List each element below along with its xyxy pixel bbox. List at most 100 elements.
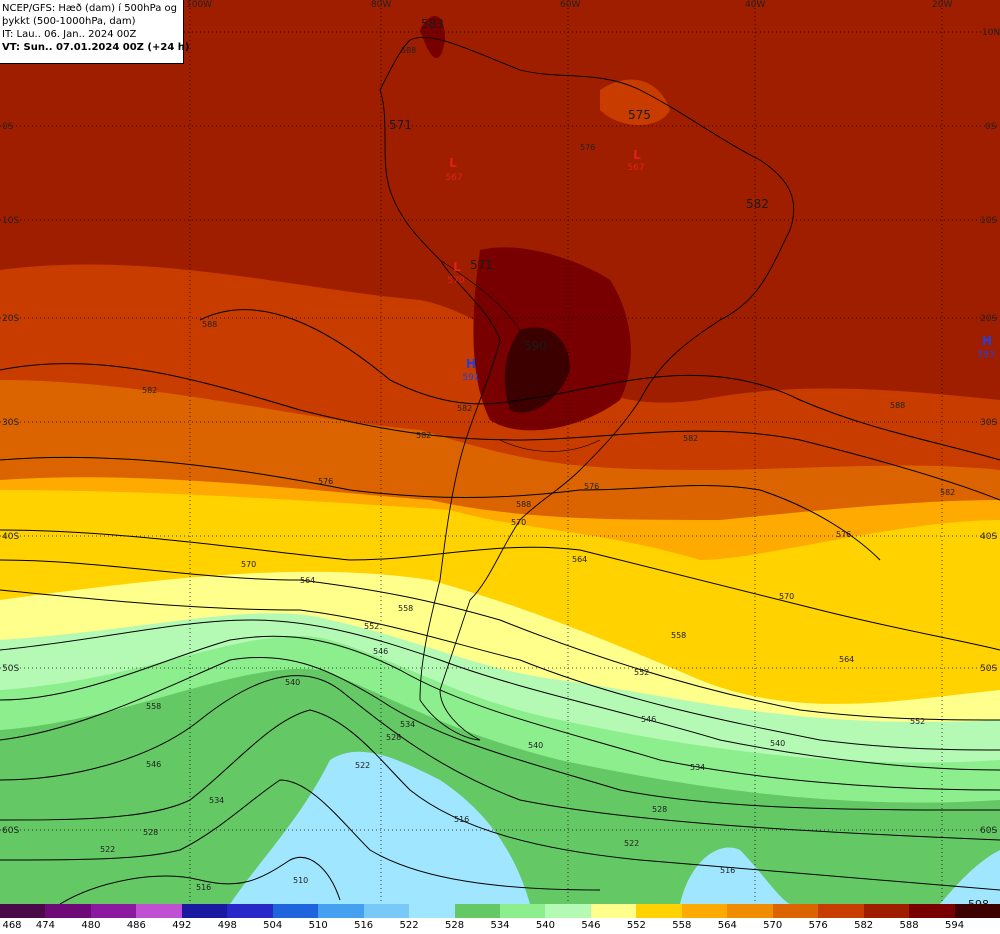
height-label: 571 <box>389 118 412 132</box>
center-value: 567 <box>627 163 645 173</box>
legend-swatch <box>772 904 820 918</box>
legend-swatch <box>272 904 320 918</box>
header-line-2: þykkt (500-1000hPa, dam) <box>2 16 136 27</box>
lat-label: 10S <box>2 216 20 226</box>
legend-swatch <box>0 904 47 918</box>
graticule <box>0 0 1000 904</box>
center-type-H: H <box>465 357 477 371</box>
band-522-west <box>230 751 530 904</box>
contour-label: 582 <box>683 434 699 443</box>
legend-level: 540 <box>535 920 555 931</box>
contour-label: 576 <box>584 482 600 491</box>
legend-swatch <box>545 904 592 918</box>
height-label: 590 <box>524 339 547 353</box>
legend-level: 504 <box>263 920 283 931</box>
lon-label: 20W <box>932 0 953 10</box>
contour-label: 558 <box>398 604 414 613</box>
contour-label: 528 <box>143 828 159 837</box>
center-value: 593 <box>977 350 995 360</box>
color-legend: 468 474 480 486 492 498 504 510 516 522 528 534 540 5… <box>0 904 1000 934</box>
contour-label: 534 <box>690 763 706 772</box>
legend-level: 570 <box>763 920 783 931</box>
height-label: 571 <box>470 258 493 272</box>
lat-label: 50S <box>980 664 998 674</box>
header-line-4: VT: Sun.. 07.01.2024 00Z (+24 h) <box>2 42 190 53</box>
lat-label: 40S <box>2 532 20 542</box>
legend-level: 534 <box>490 920 510 931</box>
band-576-north <box>600 79 670 125</box>
legend-level: 480 <box>81 920 101 931</box>
legend-level: 594 <box>944 920 965 931</box>
center-type-L: L <box>449 156 457 170</box>
contour-label: 522 <box>624 839 640 848</box>
contour-label: 552 <box>910 717 926 726</box>
lon-label: 100W <box>186 0 213 10</box>
legend-swatch <box>590 904 638 918</box>
legend-swatch <box>681 904 729 918</box>
lat-label: 0S <box>985 122 997 132</box>
height-contours <box>0 309 1000 904</box>
contour-label: 564 <box>300 576 316 585</box>
legend-level: 588 <box>899 920 919 931</box>
contour-label: 552 <box>634 668 650 677</box>
contour-label: 558 <box>146 702 162 711</box>
legend-swatch <box>500 904 547 918</box>
lat-label: 10N <box>982 28 1000 38</box>
contour-label: 540 <box>528 741 544 750</box>
legend-swatch <box>818 904 865 918</box>
legend-level: 498 <box>217 920 237 931</box>
lat-label: 50S <box>2 664 20 674</box>
contour-label: 540 <box>770 739 786 748</box>
contour-label: 534 <box>209 796 225 805</box>
height-label: 582 <box>746 197 769 211</box>
height-label: 583 <box>421 17 444 31</box>
lat-label: 0S <box>2 122 14 132</box>
lat-label: 30S <box>2 418 20 428</box>
contour-label: 528 <box>386 733 402 742</box>
legend-swatch <box>863 904 911 918</box>
band-588-north <box>420 16 445 59</box>
contour-label: 588 <box>401 46 417 55</box>
lat-label: 30S <box>980 418 998 428</box>
contour-label: 588 <box>890 401 906 410</box>
legend-swatch <box>636 904 683 918</box>
center-value: 567 <box>445 173 463 183</box>
contour-label: 576 <box>318 477 334 486</box>
contour-label: 588 <box>516 500 532 509</box>
contour-label: 510 <box>293 876 309 885</box>
center-value: 591 <box>462 373 480 383</box>
contour-label: 522 <box>100 845 116 854</box>
legend-swatch <box>45 904 92 918</box>
contour-label: 546 <box>373 647 389 656</box>
legend-level: 522 <box>399 920 419 931</box>
band-522-corner <box>940 850 1000 904</box>
contour-label: 546 <box>641 715 657 724</box>
legend-swatch <box>727 904 774 918</box>
legend-swatch <box>136 904 183 918</box>
contour-label: 570 <box>511 518 527 527</box>
contour-label: 570 <box>779 592 795 601</box>
contour-label: 564 <box>839 655 855 664</box>
legend-level: 552 <box>626 920 646 931</box>
coastline <box>379 36 795 741</box>
height-label: 575 <box>628 108 651 122</box>
legend-level: 564 <box>717 920 737 931</box>
contour-label: 576 <box>836 530 852 539</box>
contour-label: 576 <box>580 143 596 152</box>
legend-level: 558 <box>672 920 692 931</box>
contour-label: 516 <box>720 866 736 875</box>
contour-label: 582 <box>416 431 432 440</box>
center-type-L: L <box>453 260 461 274</box>
contour-label: 546 <box>146 760 162 769</box>
center-type-L: L <box>633 148 641 162</box>
map-header: NCEP/GFS: Hæð (dam) í 500hPa og þykkt (5… <box>0 0 190 64</box>
legend-swatch <box>318 904 365 918</box>
contour-label: 582 <box>457 404 473 413</box>
contour-label: 516 <box>196 883 212 892</box>
legend-level: 510 <box>308 920 328 931</box>
contour-label: 582 <box>142 386 158 395</box>
legend-level: 516 <box>354 920 374 931</box>
band-522-east <box>680 847 790 904</box>
legend-swatch <box>909 904 956 918</box>
